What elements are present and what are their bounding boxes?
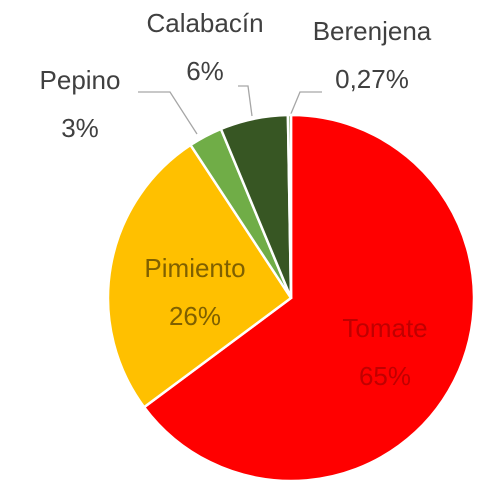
pie-slice [106,143,293,409]
slice-label: Pimiento [144,253,245,283]
slice-value: 65% [359,361,411,391]
slice-label: Pepino [40,65,121,95]
pie-slice [286,113,293,299]
pie-slice [142,113,476,483]
slice-value: 0,27% [335,64,409,94]
leader-line [238,85,253,117]
slice-label: Tomate [342,313,427,343]
slice-value: 26% [169,301,221,331]
slice-value: 6% [186,56,224,86]
leader-line [289,91,322,117]
slice-value: 3% [61,113,99,143]
slice-label: Berenjena [313,16,432,46]
slice-label: Calabacín [146,8,263,38]
leader-line [138,91,198,135]
